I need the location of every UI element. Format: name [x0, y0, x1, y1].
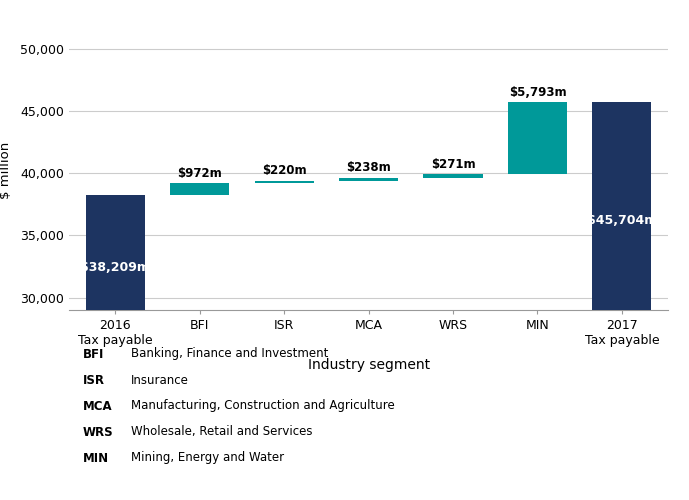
- Bar: [508, 102, 567, 174]
- Text: Manufacturing, Construction and Agriculture: Manufacturing, Construction and Agricult…: [131, 400, 395, 412]
- Bar: [86, 196, 145, 500]
- Text: Insurance: Insurance: [131, 374, 189, 386]
- X-axis label: Industry segment: Industry segment: [307, 358, 430, 372]
- Text: Mining, Energy and Water: Mining, Energy and Water: [131, 452, 284, 464]
- Text: $271m: $271m: [431, 158, 475, 171]
- Text: MIN: MIN: [83, 452, 109, 464]
- Text: Banking, Finance and Investment: Banking, Finance and Investment: [131, 348, 328, 360]
- Text: ISR: ISR: [83, 374, 105, 386]
- Text: $5,793m: $5,793m: [508, 86, 566, 99]
- Text: $38,209m: $38,209m: [81, 261, 150, 274]
- Bar: [424, 174, 482, 178]
- Bar: [170, 184, 229, 196]
- Bar: [593, 102, 651, 500]
- Text: $220m: $220m: [262, 164, 307, 177]
- Text: $972m: $972m: [177, 167, 222, 180]
- Text: Wholesale, Retail and Services: Wholesale, Retail and Services: [131, 426, 312, 438]
- Text: $238m: $238m: [347, 162, 391, 174]
- Text: WRS: WRS: [83, 426, 113, 438]
- Text: $45,704m: $45,704m: [587, 214, 657, 228]
- Y-axis label: $ million: $ million: [0, 142, 12, 199]
- Bar: [339, 178, 398, 180]
- Text: MCA: MCA: [83, 400, 112, 412]
- Text: BFI: BFI: [83, 348, 104, 360]
- Bar: [255, 180, 313, 184]
